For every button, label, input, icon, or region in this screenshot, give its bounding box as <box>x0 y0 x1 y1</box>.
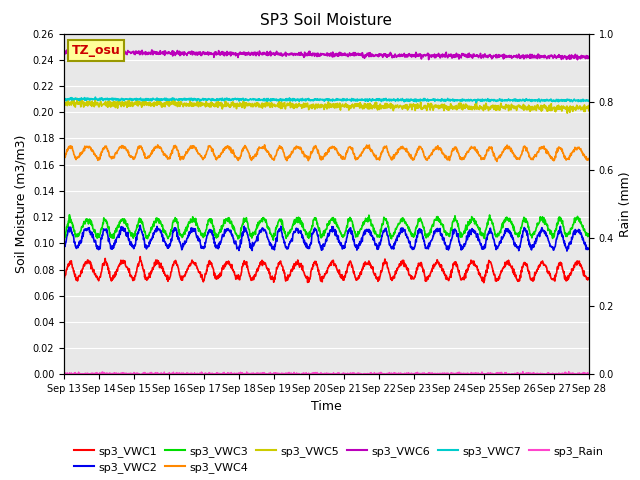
sp3_VWC1 <box>408 276 416 281</box>
sp3_VWC6 <box>573 57 581 62</box>
sp3_VWC7 <box>477 97 484 103</box>
sp3_VWC6 <box>164 49 172 55</box>
Line: sp3_VWC4: sp3_VWC4 <box>64 145 589 161</box>
sp3_VWC7 <box>585 98 593 104</box>
sp3_VWC2 <box>177 243 185 249</box>
sp3_Rain <box>519 369 527 374</box>
sp3_VWC5 <box>408 107 416 112</box>
Line: sp3_VWC1: sp3_VWC1 <box>64 257 589 283</box>
sp3_VWC5 <box>477 104 484 109</box>
sp3_VWC4 <box>260 142 268 148</box>
sp3_VWC1 <box>236 277 244 283</box>
sp3_VWC7 <box>92 94 99 100</box>
sp3_VWC1 <box>60 275 68 281</box>
sp3_VWC5 <box>60 100 68 106</box>
sp3_VWC7 <box>177 96 185 102</box>
sp3_VWC7 <box>408 97 416 103</box>
sp3_VWC5 <box>177 101 185 107</box>
sp3_VWC4 <box>177 154 184 160</box>
sp3_VWC6 <box>68 46 76 52</box>
sp3_VWC3 <box>164 234 172 240</box>
sp3_VWC7 <box>236 96 244 102</box>
sp3_VWC7 <box>524 97 531 103</box>
sp3_Rain <box>236 371 243 376</box>
sp3_VWC4 <box>493 158 500 164</box>
sp3_VWC4 <box>408 156 416 161</box>
sp3_VWC3 <box>269 237 277 243</box>
sp3_VWC6 <box>585 55 593 60</box>
sp3_Rain <box>461 373 469 379</box>
Line: sp3_VWC7: sp3_VWC7 <box>64 97 589 103</box>
sp3_VWC5 <box>563 110 571 116</box>
Line: sp3_VWC5: sp3_VWC5 <box>64 98 589 113</box>
sp3_VWC6 <box>236 51 244 57</box>
sp3_VWC3 <box>477 229 484 235</box>
sp3_VWC5 <box>236 100 244 106</box>
Y-axis label: Soil Moisture (m3/m3): Soil Moisture (m3/m3) <box>14 135 27 273</box>
Line: sp3_Rain: sp3_Rain <box>64 372 589 376</box>
sp3_VWC1 <box>177 275 185 281</box>
sp3_VWC6 <box>408 51 416 57</box>
sp3_VWC7 <box>164 97 172 103</box>
sp3_VWC3 <box>60 237 68 243</box>
sp3_VWC5 <box>164 101 172 107</box>
sp3_VWC5 <box>523 104 531 110</box>
sp3_VWC1 <box>524 263 531 268</box>
sp3_VWC5 <box>74 96 81 101</box>
sp3_VWC4 <box>477 153 484 159</box>
sp3_VWC2 <box>585 246 593 252</box>
Line: sp3_VWC2: sp3_VWC2 <box>64 225 589 251</box>
sp3_VWC6 <box>60 49 68 55</box>
sp3_VWC2 <box>563 248 571 254</box>
sp3_VWC3 <box>236 234 244 240</box>
sp3_VWC5 <box>585 108 593 114</box>
Title: SP3 Soil Moisture: SP3 Soil Moisture <box>260 13 392 28</box>
Y-axis label: Rain (mm): Rain (mm) <box>620 171 632 237</box>
sp3_VWC6 <box>523 54 531 60</box>
sp3_VWC1 <box>136 254 144 260</box>
sp3_VWC1 <box>480 280 488 286</box>
sp3_VWC7 <box>60 95 68 101</box>
sp3_Rain <box>524 372 531 377</box>
X-axis label: Time: Time <box>311 400 342 413</box>
sp3_VWC2 <box>408 244 416 250</box>
sp3_VWC4 <box>60 155 68 161</box>
sp3_VWC4 <box>585 156 593 161</box>
sp3_VWC3 <box>177 233 185 239</box>
sp3_VWC1 <box>164 276 172 282</box>
sp3_VWC3 <box>408 233 416 239</box>
sp3_Rain <box>477 371 484 377</box>
sp3_VWC2 <box>523 228 531 234</box>
sp3_VWC3 <box>66 212 74 217</box>
sp3_VWC1 <box>585 276 593 282</box>
sp3_VWC3 <box>524 220 531 226</box>
sp3_VWC3 <box>585 233 593 239</box>
sp3_Rain <box>585 371 593 377</box>
sp3_VWC4 <box>164 156 172 161</box>
sp3_VWC2 <box>164 245 172 251</box>
sp3_VWC7 <box>472 100 480 106</box>
sp3_Rain <box>408 370 415 376</box>
Legend: sp3_VWC1, sp3_VWC2, sp3_VWC3, sp3_VWC4, sp3_VWC5, sp3_VWC6, sp3_VWC7, sp3_Rain: sp3_VWC1, sp3_VWC2, sp3_VWC3, sp3_VWC4, … <box>70 441 608 478</box>
sp3_Rain <box>177 371 184 377</box>
Text: TZ_osu: TZ_osu <box>72 44 120 57</box>
sp3_VWC6 <box>477 50 484 56</box>
sp3_Rain <box>164 371 172 376</box>
sp3_VWC4 <box>236 155 243 161</box>
sp3_VWC2 <box>477 242 484 248</box>
sp3_VWC2 <box>236 244 244 250</box>
sp3_VWC4 <box>524 148 531 154</box>
Line: sp3_VWC3: sp3_VWC3 <box>64 215 589 240</box>
sp3_VWC6 <box>177 52 185 58</box>
sp3_VWC1 <box>477 274 484 279</box>
sp3_VWC2 <box>60 243 68 249</box>
sp3_VWC2 <box>136 222 144 228</box>
sp3_Rain <box>60 370 68 375</box>
Line: sp3_VWC6: sp3_VWC6 <box>64 49 589 60</box>
